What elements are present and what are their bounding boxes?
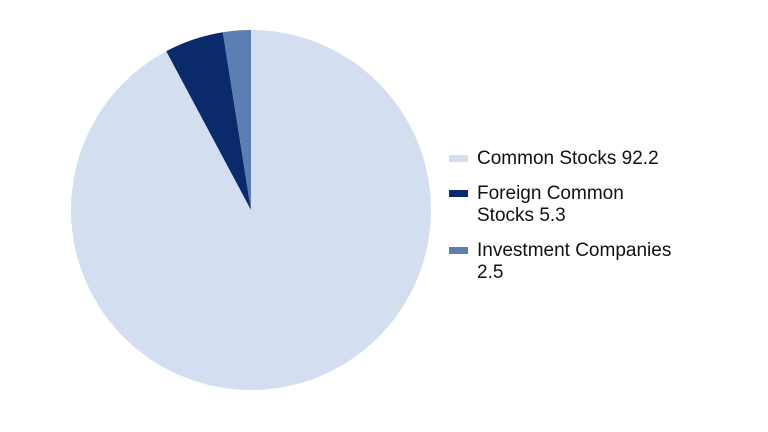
legend-item: Common Stocks 92.2: [449, 148, 681, 170]
legend-swatch: [449, 247, 468, 254]
legend-swatch: [449, 190, 468, 197]
legend-item: Investment Companies 2.5: [449, 240, 681, 284]
legend-value: 2.5: [477, 262, 504, 283]
pie-slice: [70, 30, 431, 390]
legend-label: Common Stocks 92.2: [477, 148, 679, 170]
legend-value: 5.3: [539, 205, 566, 226]
legend-category: Foreign Common Stocks: [477, 183, 624, 226]
pie-slice: [222, 30, 251, 210]
pie-slice: [166, 32, 251, 211]
legend-swatch: [449, 155, 468, 162]
legend-label: Foreign Common Stocks 5.3: [477, 183, 679, 227]
legend-value: 92.2: [621, 148, 659, 169]
legend-label: Investment Companies 2.5: [477, 240, 679, 284]
legend-category: Investment Companies: [477, 240, 672, 261]
legend-item: Foreign Common Stocks 5.3: [449, 183, 681, 227]
legend: Common Stocks 92.2 Foreign Common Stocks …: [449, 148, 681, 297]
legend-category: Common Stocks: [477, 148, 617, 169]
